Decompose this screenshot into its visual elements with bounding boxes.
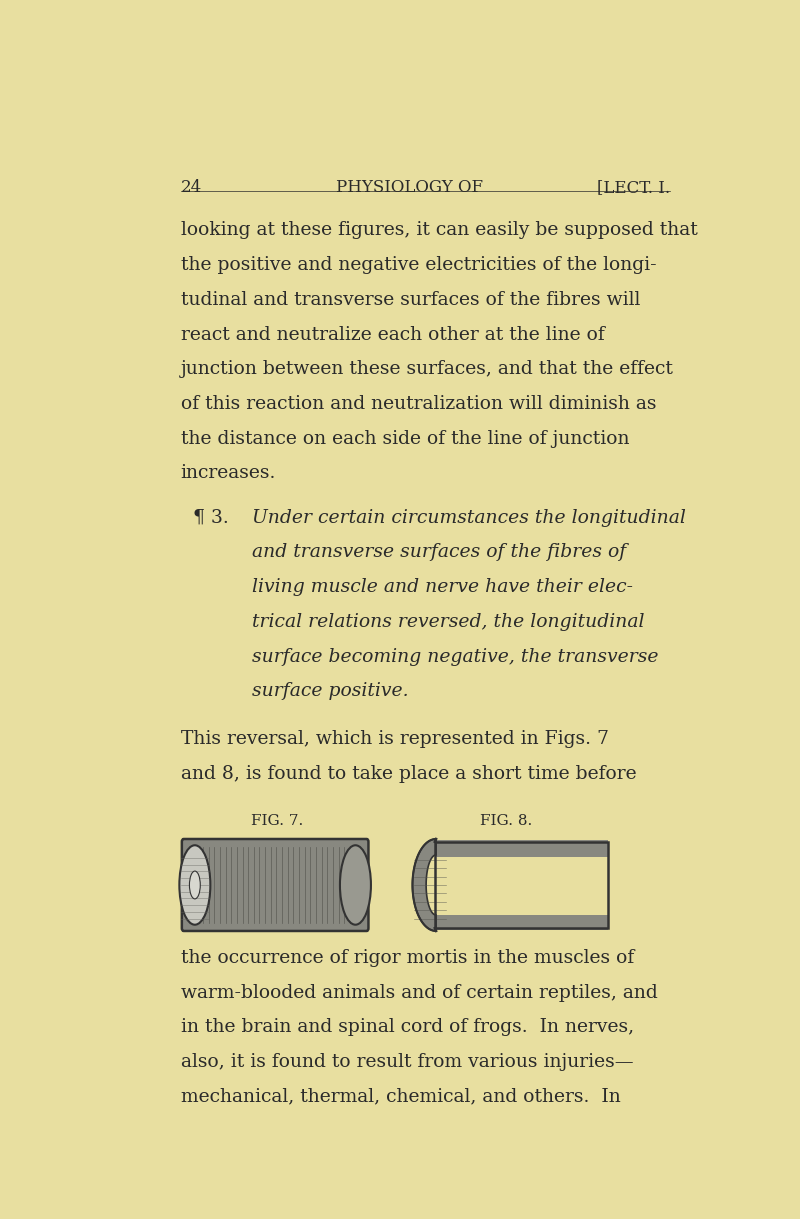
Text: Under certain circumstances the longitudinal: Under certain circumstances the longitud… bbox=[252, 508, 686, 527]
Text: looking at these figures, it can easily be supposed that: looking at these figures, it can easily … bbox=[181, 222, 698, 239]
Text: the positive and negative electricities of the longi-: the positive and negative electricities … bbox=[181, 256, 656, 274]
Text: ¶ 3.: ¶ 3. bbox=[193, 508, 229, 527]
Text: surface positive.: surface positive. bbox=[252, 683, 409, 700]
Ellipse shape bbox=[340, 845, 371, 925]
Text: mechanical, thermal, chemical, and others.  In: mechanical, thermal, chemical, and other… bbox=[181, 1087, 620, 1106]
Text: This reversal, which is represented in Figs. 7: This reversal, which is represented in F… bbox=[181, 730, 609, 748]
Bar bbox=[435, 840, 609, 857]
Text: also, it is found to result from various injuries—: also, it is found to result from various… bbox=[181, 1053, 634, 1072]
Text: FIG. 8.: FIG. 8. bbox=[480, 813, 532, 828]
Text: the occurrence of rigor mortis in the muscles of: the occurrence of rigor mortis in the mu… bbox=[181, 948, 634, 967]
Text: 24: 24 bbox=[181, 179, 202, 196]
Text: trical relations reversed, the longitudinal: trical relations reversed, the longitudi… bbox=[252, 613, 645, 630]
FancyBboxPatch shape bbox=[182, 839, 369, 931]
Text: junction between these surfaces, and that the effect: junction between these surfaces, and tha… bbox=[181, 361, 674, 378]
Ellipse shape bbox=[190, 872, 200, 898]
Text: and 8, is found to take place a short time before: and 8, is found to take place a short ti… bbox=[181, 764, 636, 783]
Ellipse shape bbox=[179, 845, 210, 925]
Text: PHYSIOLOGY OF: PHYSIOLOGY OF bbox=[337, 179, 483, 196]
Text: in the brain and spinal cord of frogs.  In nerves,: in the brain and spinal cord of frogs. I… bbox=[181, 1018, 634, 1036]
Text: warm-blooded animals and of certain reptiles, and: warm-blooded animals and of certain rept… bbox=[181, 984, 658, 1002]
Text: increases.: increases. bbox=[181, 464, 276, 483]
Text: surface becoming negative, the transverse: surface becoming negative, the transvers… bbox=[252, 647, 658, 666]
Polygon shape bbox=[413, 839, 436, 931]
Text: and transverse surfaces of the fibres of: and transverse surfaces of the fibres of bbox=[252, 544, 626, 561]
Text: FIG. 7.: FIG. 7. bbox=[250, 813, 303, 828]
Text: [LECT. I.: [LECT. I. bbox=[598, 179, 670, 196]
Bar bbox=[435, 857, 609, 915]
Text: the distance on each side of the line of junction: the distance on each side of the line of… bbox=[181, 430, 629, 447]
Bar bbox=[435, 842, 609, 928]
Text: living muscle and nerve have their elec-: living muscle and nerve have their elec- bbox=[252, 578, 633, 596]
Text: tudinal and transverse surfaces of the fibres will: tudinal and transverse surfaces of the f… bbox=[181, 291, 640, 308]
Bar bbox=[435, 913, 609, 930]
Text: react and neutralize each other at the line of: react and neutralize each other at the l… bbox=[181, 325, 604, 344]
Text: of this reaction and neutralization will diminish as: of this reaction and neutralization will… bbox=[181, 395, 656, 413]
